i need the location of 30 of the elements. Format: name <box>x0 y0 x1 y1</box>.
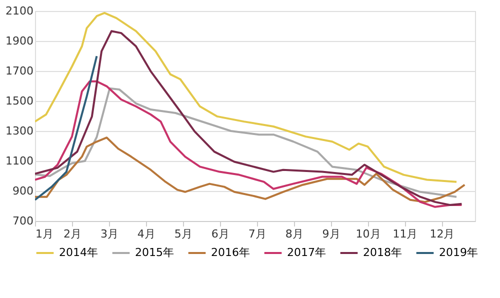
line-series <box>35 12 458 183</box>
y-tick-label: 700 <box>12 214 34 228</box>
x-tick-label: 3月 <box>100 228 118 240</box>
y-tick-label: 1700 <box>6 64 34 78</box>
line-series <box>35 30 463 206</box>
y-tick-label: 1500 <box>6 94 34 108</box>
legend-label: 2016年 <box>211 246 250 259</box>
x-tick-label: 9月 <box>322 228 340 240</box>
x-tick-label: 2月 <box>63 228 82 240</box>
x-tick-label: 8月 <box>285 228 304 240</box>
x-tick-label: 11月 <box>392 228 418 240</box>
y-tick-label: 900 <box>12 184 34 198</box>
legend-label: 2018年 <box>363 246 402 259</box>
x-tick-label: 10月 <box>356 228 381 240</box>
legend-label: 2014年 <box>59 246 98 259</box>
y-tick-label: 1900 <box>6 34 34 48</box>
x-tick-label: 6月 <box>211 228 230 240</box>
legend-label: 2015年 <box>135 246 174 259</box>
line-series <box>35 55 98 201</box>
x-tick-label: 7月 <box>248 228 266 240</box>
y-tick-label: 1300 <box>6 124 34 138</box>
x-tick-label: 4月 <box>137 228 156 240</box>
line-series <box>35 136 466 203</box>
y-tick-label: 1100 <box>6 154 34 168</box>
legend-label: 2017年 <box>287 246 326 259</box>
x-tick-label: 1月 <box>36 228 54 240</box>
legend-label: 2019年 <box>439 246 478 259</box>
x-tick-label: 12月 <box>430 228 455 240</box>
x-tick-label: 5月 <box>174 228 192 240</box>
y-tick-label: 2100 <box>6 4 34 18</box>
